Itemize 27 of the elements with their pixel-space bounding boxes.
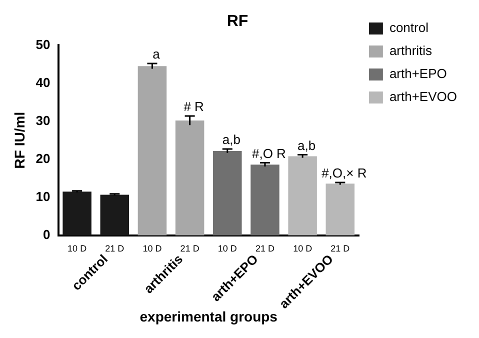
x-tick-label: 10 D: [218, 243, 238, 254]
x-tick-label: 10 D: [293, 243, 313, 254]
data-label: a: [152, 46, 161, 62]
x-tick-label: 21 D: [180, 243, 200, 254]
data-label: #,O,× R: [322, 166, 367, 181]
legend-label: arth+EVOO: [389, 89, 458, 104]
x-tick-label: 10 D: [68, 243, 88, 254]
y-tick-label: 10: [36, 188, 50, 204]
x-axis-title: experimental groups: [140, 308, 278, 324]
y-tick-label: 50: [36, 36, 50, 52]
data-label: a,b: [222, 132, 240, 148]
data-label: a,b: [298, 138, 316, 153]
chart-title: RF: [226, 13, 248, 30]
x-tick-label: 10 D: [142, 243, 162, 254]
data-label: #,O R: [252, 146, 286, 161]
y-tick-label: 20: [36, 150, 50, 166]
legend-label: arthritis: [389, 43, 433, 58]
y-axis-title: RF IU/ml: [11, 112, 28, 169]
data-label: # R: [184, 99, 204, 114]
legend-label: arth+EPO: [389, 66, 447, 82]
x-tick-label: 21 D: [330, 243, 350, 254]
x-tick-label: 21 D: [255, 243, 275, 254]
y-tick-label: 0: [43, 226, 50, 242]
legend-label: control: [389, 20, 429, 36]
y-tick-label: 30: [36, 112, 50, 128]
x-tick-label: 21 D: [105, 243, 125, 254]
y-tick-label: 40: [36, 74, 50, 90]
